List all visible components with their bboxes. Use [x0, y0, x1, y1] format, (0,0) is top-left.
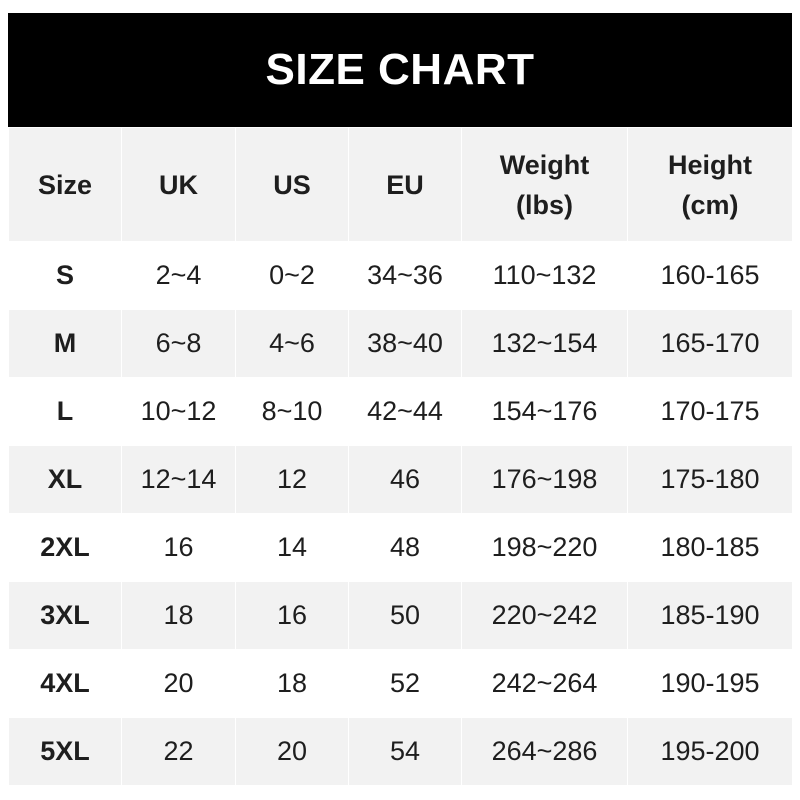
size-cell: 2XL: [8, 513, 122, 582]
header-row: Size UK US EU Weight (lbs) Height (cm): [8, 127, 793, 242]
value-cell: 54: [348, 717, 462, 786]
value-cell: 190-195: [627, 649, 793, 718]
size-chart-table: Size UK US EU Weight (lbs) Height (cm) S 2~4 0~…: [8, 127, 793, 786]
size-cell: 4XL: [8, 649, 122, 718]
value-cell: 160-165: [627, 241, 793, 310]
value-cell: 12~14: [121, 445, 236, 514]
size-cell: S: [8, 241, 122, 310]
size-cell: XL: [8, 445, 122, 514]
value-cell: 14: [235, 513, 349, 582]
value-cell: 38~40: [348, 309, 462, 378]
value-cell: 110~132: [461, 241, 628, 310]
column-header: US: [235, 127, 349, 242]
table-row: 5XL 22 20 54 264~286 195-200: [8, 717, 793, 786]
value-cell: 6~8: [121, 309, 236, 378]
value-cell: 18: [235, 649, 349, 718]
value-cell: 20: [235, 717, 349, 786]
value-cell: 185-190: [627, 581, 793, 650]
table-row: M 6~8 4~6 38~40 132~154 165-170: [8, 309, 793, 378]
value-cell: 170-175: [627, 377, 793, 446]
value-cell: 16: [235, 581, 349, 650]
value-cell: 48: [348, 513, 462, 582]
value-cell: 18: [121, 581, 236, 650]
table-row: 4XL 20 18 52 242~264 190-195: [8, 649, 793, 718]
column-header: Weight (lbs): [461, 127, 628, 242]
value-cell: 175-180: [627, 445, 793, 514]
column-header: UK: [121, 127, 236, 242]
value-cell: 8~10: [235, 377, 349, 446]
value-cell: 180-185: [627, 513, 793, 582]
value-cell: 154~176: [461, 377, 628, 446]
table-row: S 2~4 0~2 34~36 110~132 160-165: [8, 241, 793, 310]
value-cell: 20: [121, 649, 236, 718]
page-title: SIZE CHART: [8, 13, 792, 127]
value-cell: 195-200: [627, 717, 793, 786]
column-header: Height (cm): [627, 127, 793, 242]
size-cell: 3XL: [8, 581, 122, 650]
value-cell: 0~2: [235, 241, 349, 310]
size-cell: M: [8, 309, 122, 378]
size-cell: L: [8, 377, 122, 446]
table-row: XL 12~14 12 46 176~198 175-180: [8, 445, 793, 514]
value-cell: 46: [348, 445, 462, 514]
value-cell: 22: [121, 717, 236, 786]
value-cell: 52: [348, 649, 462, 718]
size-cell: 5XL: [8, 717, 122, 786]
value-cell: 165-170: [627, 309, 793, 378]
value-cell: 198~220: [461, 513, 628, 582]
value-cell: 34~36: [348, 241, 462, 310]
value-cell: 264~286: [461, 717, 628, 786]
value-cell: 12: [235, 445, 349, 514]
value-cell: 4~6: [235, 309, 349, 378]
value-cell: 10~12: [121, 377, 236, 446]
table-row: 3XL 18 16 50 220~242 185-190: [8, 581, 793, 650]
table-row: L 10~12 8~10 42~44 154~176 170-175: [8, 377, 793, 446]
value-cell: 132~154: [461, 309, 628, 378]
value-cell: 42~44: [348, 377, 462, 446]
value-cell: 16: [121, 513, 236, 582]
table-row: 2XL 16 14 48 198~220 180-185: [8, 513, 793, 582]
value-cell: 176~198: [461, 445, 628, 514]
column-header: EU: [348, 127, 462, 242]
value-cell: 220~242: [461, 581, 628, 650]
value-cell: 50: [348, 581, 462, 650]
value-cell: 2~4: [121, 241, 236, 310]
column-header: Size: [8, 127, 122, 242]
value-cell: 242~264: [461, 649, 628, 718]
